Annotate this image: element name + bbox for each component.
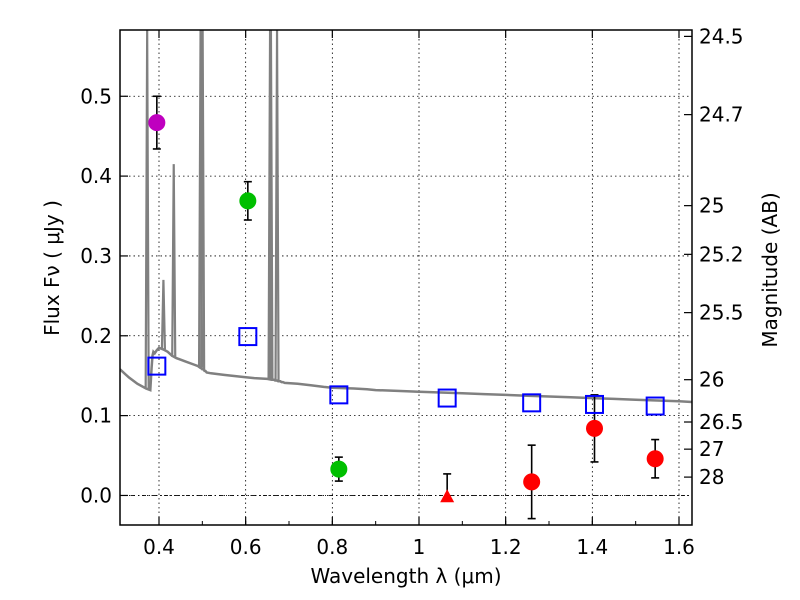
- y-tick-label: 0.2: [80, 324, 112, 348]
- emission-line: [160, 279, 167, 350]
- model-square: [585, 394, 604, 414]
- right-tick-label: 27: [699, 437, 724, 461]
- y-tick-label: 0.5: [80, 84, 112, 108]
- upper-limit-marker: [440, 489, 455, 503]
- emission-line: [200, 30, 206, 370]
- model-spectrum: [120, 30, 692, 404]
- model-square: [645, 396, 665, 416]
- emission-line: [274, 30, 280, 381]
- y-tick-label: 0.3: [80, 244, 112, 268]
- right-tick-label: 25: [699, 194, 724, 218]
- y-tick-label: 0.1: [80, 404, 112, 428]
- x-tick-label: 0.8: [316, 535, 348, 559]
- grid: [120, 30, 692, 525]
- x-axis-label: Wavelength λ (μm): [310, 564, 501, 588]
- axes: 0.4 0.6 0.8 1 1.2 1.4 1.6 0.0 0.1 0.2 0.3 0.4 0.5 24.…: [80, 24, 743, 559]
- right-tick-label: 26: [699, 368, 724, 392]
- sed-continuum: [120, 346, 692, 404]
- x-tick-label: 1.2: [490, 535, 522, 559]
- data-point-red: [523, 473, 541, 491]
- right-tick-label: 28: [699, 465, 724, 489]
- x-tick-label: 1: [413, 535, 426, 559]
- right-tick-label: 26.5: [699, 410, 744, 434]
- emission-line: [144, 30, 150, 389]
- model-square: [147, 356, 167, 376]
- data-point-green: [239, 192, 257, 210]
- right-tick-label: 25.2: [699, 242, 744, 266]
- x-tick-label: 1.6: [663, 535, 695, 559]
- y-axis-label: Flux Fν ( μJy ): [40, 200, 64, 336]
- emission-line: [268, 30, 274, 380]
- data-markers: [147, 95, 665, 520]
- x-tick-label: 0.6: [230, 535, 262, 559]
- right-tick-label: 24.5: [699, 24, 744, 48]
- model-square: [437, 388, 457, 408]
- right-axis-label: Magnitude (AB): [758, 192, 782, 347]
- right-tick-label: 25.5: [699, 301, 744, 325]
- x-tick-label: 0.4: [143, 535, 175, 559]
- model-square: [522, 393, 542, 413]
- x-tick-label: 1.4: [576, 535, 608, 559]
- y-tick-label: 0.4: [80, 164, 112, 188]
- data-point-red: [586, 419, 603, 437]
- data-point-magenta: [148, 114, 166, 132]
- right-tick-label: 24.7: [699, 103, 744, 127]
- data-point-green: [330, 460, 348, 478]
- plot-frame: [119, 29, 693, 526]
- model-square: [329, 385, 349, 405]
- emission-line: [171, 164, 177, 357]
- data-point-red: [646, 450, 664, 468]
- model-square: [238, 327, 258, 347]
- y-tick-label: 0.0: [80, 483, 112, 507]
